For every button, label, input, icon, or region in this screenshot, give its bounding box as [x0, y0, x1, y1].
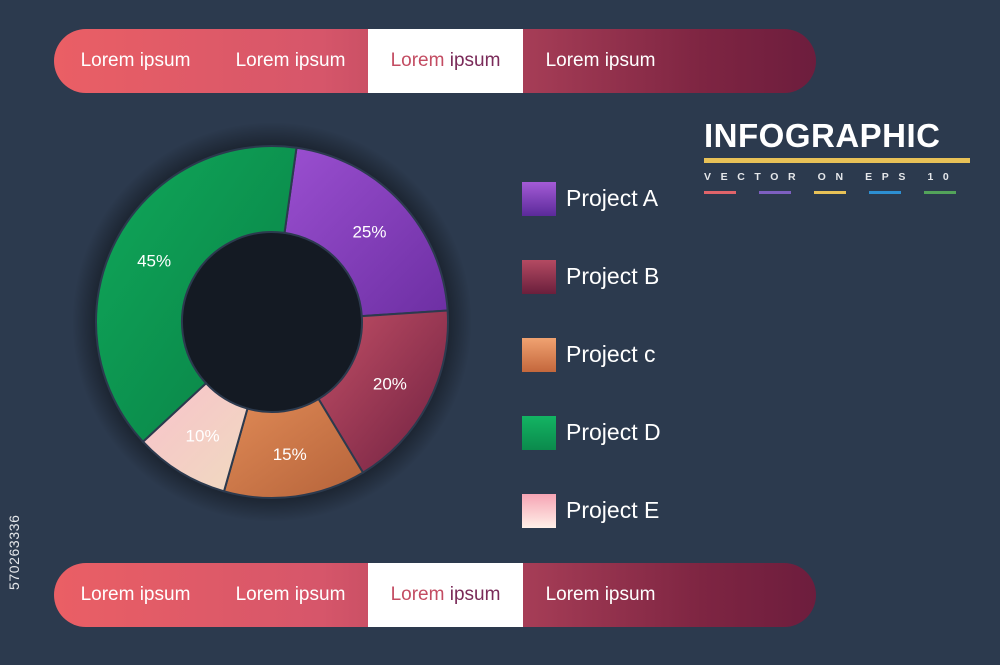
slice-project-b[interactable]: [317, 309, 449, 475]
brand-swatch: [759, 191, 791, 194]
legend-label-project-c: Project c: [566, 341, 656, 367]
brand-block: INFOGRAPHIC VECTOR ON EPS 10: [704, 118, 974, 194]
legend-label-project-e: Project E: [566, 497, 660, 523]
slice-project-a[interactable]: [283, 146, 449, 318]
legend-swatch-project-b: [522, 260, 556, 294]
brand-swatch: [869, 191, 901, 194]
top-tab-3-word-1: Lorem: [390, 50, 445, 71]
top-tab-1[interactable]: Lorem ipsum: [80, 50, 191, 71]
legend-label-project-d: Project D: [566, 419, 661, 445]
bottom-tab-3-word-2: ipsum: [449, 584, 501, 605]
brand-rule: [704, 158, 970, 163]
legend-label-project-b: Project B: [566, 263, 660, 289]
brand-title: INFOGRAPHIC: [704, 117, 941, 154]
brand-swatch: [704, 191, 736, 194]
legend-item-project-e: Project E: [522, 492, 722, 570]
chart-legend: Project A Project B Project c Project D …: [522, 180, 722, 570]
slice-label-project-a: 25%: [352, 223, 386, 242]
top-tab-4[interactable]: Lorem ipsum: [545, 50, 656, 71]
slice-label-project-e: 10%: [186, 426, 220, 445]
legend-item-project-b: Project B: [522, 258, 722, 336]
top-tab-2[interactable]: Lorem ipsum: [235, 50, 346, 71]
slice-label-project-c: 15%: [273, 445, 307, 464]
bottom-tab-bar: Lorem ipsum Lorem ipsum Lorem ipsum Lore…: [54, 563, 816, 627]
bottom-tab-3-active[interactable]: Lorem ipsum: [368, 563, 523, 627]
legend-swatch-project-a: [522, 182, 556, 216]
brand-swatch: [924, 191, 956, 194]
bottom-tab-3-word-1: Lorem: [390, 584, 445, 605]
legend-label-project-a: Project A: [566, 185, 659, 211]
legend-swatch-project-d: [522, 416, 556, 450]
brand-swatches: [704, 191, 974, 194]
brand-subtitle: VECTOR ON EPS 10: [704, 171, 959, 183]
legend-item-project-a: Project A: [522, 180, 722, 258]
slice-label-project-d: 45%: [137, 251, 171, 270]
legend-swatch-project-e: [522, 494, 556, 528]
top-tab-3-active[interactable]: Lorem ipsum: [368, 29, 523, 93]
legend-item-project-d: Project D: [522, 414, 722, 492]
brand-swatch: [814, 191, 846, 194]
top-tab-3-word-2: ipsum: [449, 50, 501, 71]
slice-project-d[interactable]: [95, 145, 298, 444]
side-image-id-text: 570263336: [6, 514, 22, 590]
legend-swatch-project-c: [522, 338, 556, 372]
top-tab-bar: Lorem ipsum Lorem ipsum Lorem ipsum Lore…: [54, 29, 816, 93]
slice-label-project-b: 20%: [373, 375, 407, 394]
bottom-tab-4[interactable]: Lorem ipsum: [545, 584, 656, 605]
legend-item-project-c: Project c: [522, 336, 722, 414]
bottom-tab-1[interactable]: Lorem ipsum: [80, 584, 191, 605]
bottom-tab-2[interactable]: Lorem ipsum: [235, 584, 346, 605]
side-image-id: 570263336: [6, 515, 22, 590]
